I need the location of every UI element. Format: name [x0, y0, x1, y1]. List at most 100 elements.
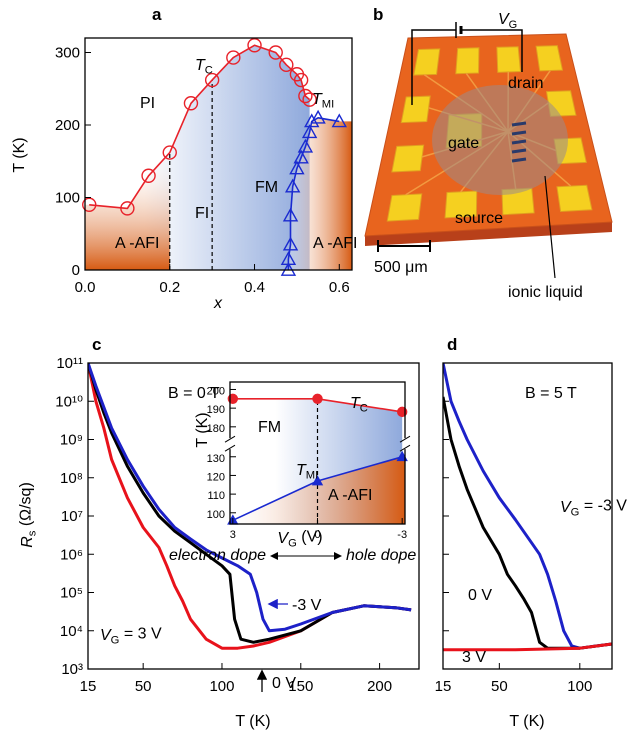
axes-frame: [442, 362, 613, 670]
scale-bar-label: 500 μm: [374, 259, 428, 276]
marker: [298, 88, 313, 104]
marker: [304, 113, 320, 128]
marker: [120, 201, 135, 216]
axis-break: [403, 438, 407, 450]
region-shade: [232, 456, 405, 524]
y-tick-label: 200: [207, 385, 225, 397]
curve-label-part: T: [296, 462, 307, 479]
pad: [444, 190, 478, 219]
panel-label: c: [92, 335, 101, 354]
panel-label: b: [373, 5, 383, 24]
chart-title: B = 0 T: [168, 385, 220, 402]
x-axis-label-part: (V): [297, 529, 323, 546]
annotation-part: V: [100, 627, 112, 644]
x-axis-label: T (K): [509, 713, 544, 730]
series-line: [443, 642, 612, 652]
pointer-line: [544, 175, 556, 279]
y-tick-label: 110: [207, 490, 225, 502]
marker: [310, 109, 326, 124]
curve-label-part: T: [195, 57, 206, 74]
annotation: -3 V: [292, 597, 322, 614]
axis-break-mark: [399, 435, 411, 443]
y-tick-label: 10¹⁰: [55, 393, 83, 410]
region-shade: [85, 152, 170, 270]
annotation-part: -3 V: [292, 597, 322, 614]
note: hole dope: [346, 547, 416, 564]
axes-frame: [84, 37, 353, 271]
liquid-label: ionic liquid: [508, 284, 583, 301]
pad: [496, 46, 522, 73]
marker: [226, 50, 241, 65]
curve-label: TMI: [296, 462, 318, 481]
pad: [455, 47, 480, 75]
marker: [268, 45, 283, 60]
y-tick-label: 100: [55, 190, 80, 207]
panel-label: a: [152, 5, 162, 24]
chart-title: B = 5 T: [525, 385, 577, 402]
x-tick-label: 50: [491, 678, 508, 695]
curve-label-part: C: [360, 402, 368, 414]
region-label: A -AFI: [313, 235, 357, 252]
annotation-part: V: [560, 499, 572, 516]
source-label: source: [455, 210, 503, 227]
x-axis-label-part: V: [277, 530, 289, 547]
series-line: [443, 396, 612, 650]
x-tick-label: -3: [397, 529, 407, 541]
y-axis-label: Rs (Ω/sq): [18, 482, 39, 548]
x-tick-label: 100: [567, 678, 592, 695]
y-tick-label: 10³: [61, 661, 83, 678]
ionic-liquid-drop: [432, 85, 568, 195]
marker: [301, 124, 318, 139]
marker: [279, 57, 294, 73]
y-axis-label-part: s: [26, 530, 38, 536]
curve-label-part: T: [350, 395, 361, 412]
annotation-part: 0 V: [468, 587, 492, 604]
annotation-part: = -3 V: [579, 498, 627, 515]
y-axis-label: T (K): [11, 137, 28, 172]
voltage-subscript: G: [509, 19, 518, 31]
region-label: FI: [195, 205, 209, 222]
y-tick-label: 100: [207, 509, 225, 521]
y-axis-label-part: R: [19, 536, 36, 548]
y-tick-label: 190: [207, 404, 225, 416]
annotation-part: 3 V: [462, 649, 486, 666]
x-tick-label: 0.6: [329, 279, 350, 296]
series-line: [88, 363, 412, 633]
wire: [411, 29, 456, 105]
x-tick-label: 0.0: [75, 279, 96, 296]
curve-label-part: T: [312, 91, 323, 108]
curve-label-part: MI: [322, 98, 334, 110]
x-tick-label: 100: [209, 678, 234, 695]
curve-label: TC: [350, 395, 368, 414]
x-tick-label: 0.4: [244, 279, 265, 296]
marker: [312, 393, 323, 405]
chart: 15 50 100 d B = 5 T T (K) VG = -3 V 0 V 3 V: [435, 335, 628, 730]
y-tick-label: 10⁵: [60, 585, 83, 602]
marker: [284, 178, 301, 193]
plot: [443, 363, 612, 652]
marker: [204, 72, 220, 88]
y-tick-label: 10⁷: [61, 508, 83, 525]
x-tick-label: 3: [230, 529, 236, 541]
y-tick-label: 130: [207, 453, 225, 465]
region-label: FM: [258, 419, 281, 436]
curve-label-part: C: [205, 64, 213, 76]
marker: [282, 236, 299, 251]
curve-label: TMI: [312, 91, 334, 110]
pad: [535, 45, 564, 72]
marker: [289, 160, 305, 175]
curve-label-part: MI: [306, 469, 318, 481]
x-tick-label: 150: [288, 678, 313, 695]
y-tick-label: 10⁶: [60, 546, 83, 563]
pad: [413, 48, 441, 76]
x-tick-label: 50: [135, 678, 152, 695]
y-tick-label: 10⁹: [60, 432, 83, 449]
x-axis-label: T (K): [235, 713, 270, 730]
wire: [461, 29, 523, 72]
gate-label: gate: [448, 135, 479, 152]
panel-label: d: [447, 335, 457, 354]
y-tick-label: 180: [207, 423, 225, 435]
chart: 15 50 100 150 200 10³ 10⁴ 10⁵ 10⁶ 10⁷ 10⁸ 10⁹ 10¹⁰ 10…: [18, 335, 420, 730]
